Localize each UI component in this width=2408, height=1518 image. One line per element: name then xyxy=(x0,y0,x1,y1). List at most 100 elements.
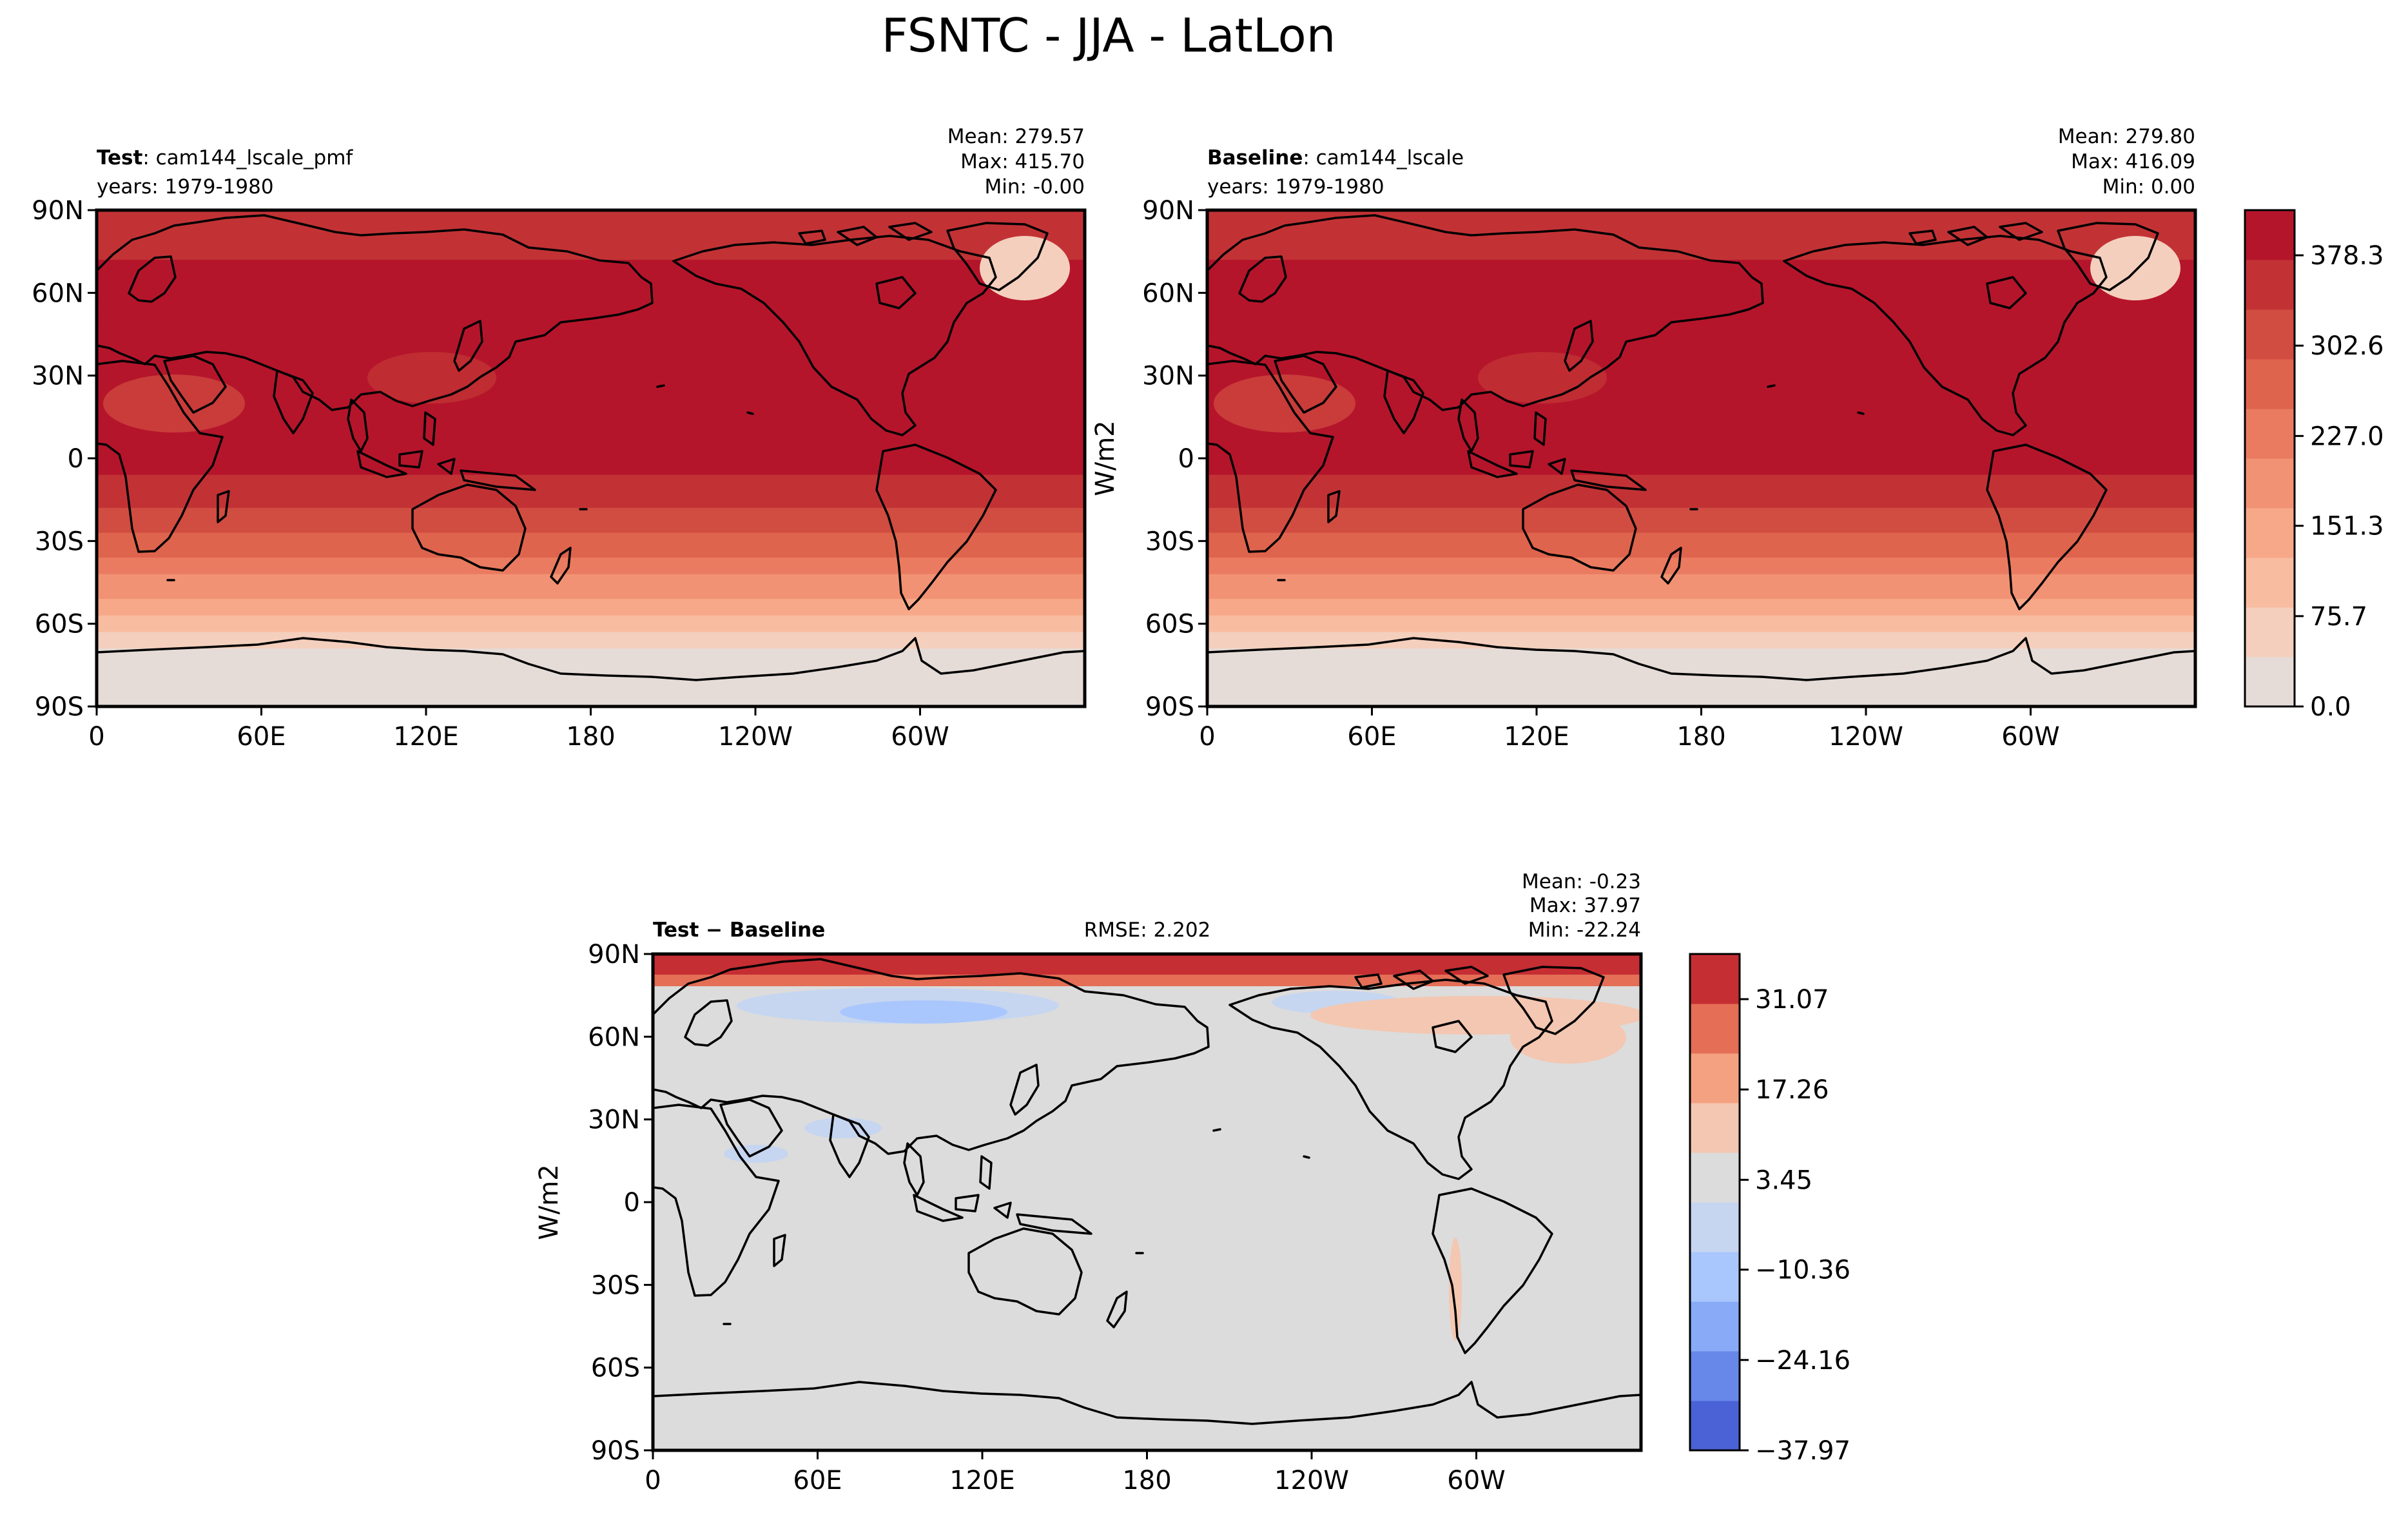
main-colorbar-swatch xyxy=(2245,260,2295,310)
test-band xyxy=(97,458,1085,467)
test-stat-mean: Mean: 279.57 xyxy=(947,125,1085,148)
test-lat-tick-label: 30N xyxy=(32,362,84,391)
baseline-band xyxy=(1207,276,2195,286)
main-colorbar-tick-label: 302.6 xyxy=(2310,331,2384,361)
baseline-band xyxy=(1207,375,2195,385)
diff-siberia-strong-negative xyxy=(840,1000,1007,1024)
diff-colorbar-frame xyxy=(1689,953,1741,1452)
diff-colorbar-swatch xyxy=(1690,954,1740,1004)
baseline-band xyxy=(1207,268,2195,277)
baseline-band xyxy=(1207,425,2195,434)
test-band xyxy=(97,359,1085,368)
main-colorbar-tick-label: 75.7 xyxy=(2310,602,2367,632)
test-stat-min: Min: -0.00 xyxy=(984,175,1085,199)
test-band xyxy=(97,474,1085,484)
baseline-band xyxy=(1207,681,2195,691)
test-band xyxy=(97,409,1085,418)
baseline-band xyxy=(1207,623,2195,633)
diff-colorbar-tick-label: −10.36 xyxy=(1755,1256,1850,1285)
test-band xyxy=(97,524,1085,534)
diff-lat-tick-label: 30S xyxy=(591,1270,640,1300)
diff-rmse: RMSE: 2.202 xyxy=(1084,919,1211,942)
baseline-band xyxy=(1207,342,2195,352)
test-lon-tick-label: 60W xyxy=(891,722,949,752)
baseline-lon-tick-label: 120E xyxy=(1504,722,1569,752)
test-stat-max: Max: 415.70 xyxy=(960,150,1085,173)
main-colorbar-swatch xyxy=(2245,458,2295,509)
baseline-band xyxy=(1207,309,2195,318)
main-colorbar-frame xyxy=(2244,209,2296,708)
test-band xyxy=(97,284,1085,294)
baseline-band xyxy=(1207,442,2195,451)
test-lat-tick-label: 60S xyxy=(35,610,84,639)
baseline-lat-tick-label: 30S xyxy=(1145,527,1194,556)
baseline-band xyxy=(1207,251,2195,260)
main-colorbar-swatch xyxy=(2245,359,2295,409)
test-label-bold: Test xyxy=(97,146,143,170)
baseline-lat-tick-label: 0 xyxy=(1178,444,1194,474)
test-lat-tick-label: 90S xyxy=(35,692,84,722)
baseline-band xyxy=(1207,648,2195,657)
test-band xyxy=(97,558,1085,567)
baseline-band xyxy=(1207,226,2195,236)
diff-lon-tick-label: 120W xyxy=(1274,1466,1349,1495)
test-band xyxy=(97,218,1085,228)
test-band xyxy=(97,615,1085,625)
test-lon-tick-label: 60E xyxy=(237,722,286,752)
diff-stat-max: Max: 37.97 xyxy=(1529,894,1641,917)
baseline-band xyxy=(1207,260,2195,269)
test-band xyxy=(97,508,1085,517)
test-band xyxy=(97,632,1085,641)
baseline-band xyxy=(1207,326,2195,335)
test-lat-tick-label: 90N xyxy=(32,196,84,226)
baseline-band xyxy=(1207,474,2195,484)
diff-lat-tick-label: 90S xyxy=(591,1436,640,1466)
baseline-band xyxy=(1207,491,2195,501)
test-band xyxy=(97,367,1085,376)
test-band xyxy=(97,450,1085,459)
diff-lat-tick-label: 0 xyxy=(624,1188,640,1218)
diff-colorbar-swatch xyxy=(1690,1252,1740,1302)
test-band xyxy=(97,442,1085,451)
diff-colorbar-swatch xyxy=(1690,1301,1740,1352)
test-lon-tick-label: 120W xyxy=(718,722,793,752)
test-band xyxy=(97,293,1085,302)
baseline-years: years: 1979-1980 xyxy=(1207,175,1384,199)
main-colorbar-swatch xyxy=(2245,409,2295,459)
test-band xyxy=(97,268,1085,277)
diff-stat-min: Min: -22.24 xyxy=(1528,919,1641,942)
diff-colorbar-tick-label: 3.45 xyxy=(1755,1165,1812,1195)
baseline-lat-tick-label: 90N xyxy=(1142,196,1194,226)
test-band xyxy=(97,384,1085,393)
baseline-stat-max: Max: 416.09 xyxy=(2071,150,2195,173)
baseline-band xyxy=(1207,483,2195,492)
main-colorbar-swatch xyxy=(2245,657,2295,707)
diff-colorbar-swatch xyxy=(1690,1401,1740,1451)
test-band xyxy=(97,251,1085,260)
diff-arctic-positive xyxy=(653,975,1641,986)
baseline-band xyxy=(1207,334,2195,344)
panel-test: Test: cam144_lscale_pmf years: 1979-1980… xyxy=(32,125,1087,752)
test-lat-tick-label: 30S xyxy=(35,527,84,556)
baseline-band xyxy=(1207,359,2195,368)
test-lon-tick-label: 0 xyxy=(88,722,104,752)
test-asia-patch xyxy=(367,352,496,404)
baseline-band xyxy=(1207,400,2195,409)
diff-lat-tick-label: 60N xyxy=(588,1022,640,1052)
diff-colorbar-swatch xyxy=(1690,1351,1740,1401)
main-colorbar-swatch xyxy=(2245,210,2295,260)
baseline-sahara-patch xyxy=(1214,375,1355,433)
test-band xyxy=(97,541,1085,550)
panel-diff: Test − Baseline RMSE: 2.202 Mean: -0.23 … xyxy=(534,870,1643,1495)
baseline-band xyxy=(1207,458,2195,467)
baseline-band xyxy=(1207,218,2195,228)
main-colorbar-swatch xyxy=(2245,607,2295,657)
figure-title: FSNTC - JJA - LatLon xyxy=(882,8,1336,63)
test-band xyxy=(97,657,1085,666)
baseline-band xyxy=(1207,524,2195,534)
baseline-band xyxy=(1207,690,2195,699)
panel-baseline: Baseline: cam144_lscale years: 1979-1980… xyxy=(1091,125,2197,752)
baseline-band xyxy=(1207,243,2195,253)
test-band xyxy=(97,392,1085,402)
main-colorbar-tick-label: 227.0 xyxy=(2310,422,2384,451)
